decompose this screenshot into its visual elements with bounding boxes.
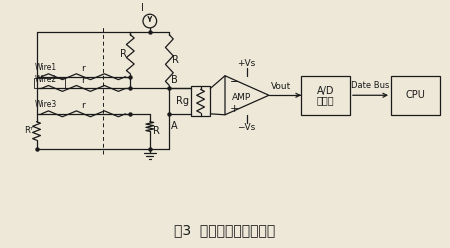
Bar [301, 76, 350, 115]
Text: r: r [81, 101, 86, 110]
Text: Vout: Vout [271, 82, 291, 91]
Bar [191, 87, 210, 116]
Text: r: r [81, 76, 86, 85]
Text: A: A [171, 121, 178, 131]
Text: Date Bus: Date Bus [351, 81, 390, 90]
Text: CPU: CPU [405, 90, 425, 100]
Text: B: B [171, 75, 178, 85]
Text: Wire1: Wire1 [35, 63, 57, 72]
Text: A/D: A/D [317, 86, 334, 96]
Text: R: R [121, 49, 127, 59]
Text: Wire3: Wire3 [35, 100, 57, 109]
Text: R: R [172, 55, 179, 65]
Text: −: − [230, 77, 239, 87]
Text: +Vs: +Vs [237, 59, 255, 68]
Text: 转换器: 转换器 [317, 95, 334, 105]
Text: r: r [81, 64, 86, 73]
Text: 图3  非平衡电桥测量电路: 图3 非平衡电桥测量电路 [175, 223, 275, 237]
Bar [391, 76, 440, 115]
Text: Rg: Rg [176, 96, 189, 106]
Text: I: I [140, 3, 144, 13]
Text: Wire2: Wire2 [35, 75, 57, 84]
Text: +: + [230, 104, 239, 114]
Text: −Vs: −Vs [237, 123, 255, 132]
Text: AMP: AMP [232, 93, 251, 102]
Text: Rᵀ: Rᵀ [24, 126, 34, 135]
Bar [34, 78, 65, 89]
Text: R: R [153, 126, 160, 136]
